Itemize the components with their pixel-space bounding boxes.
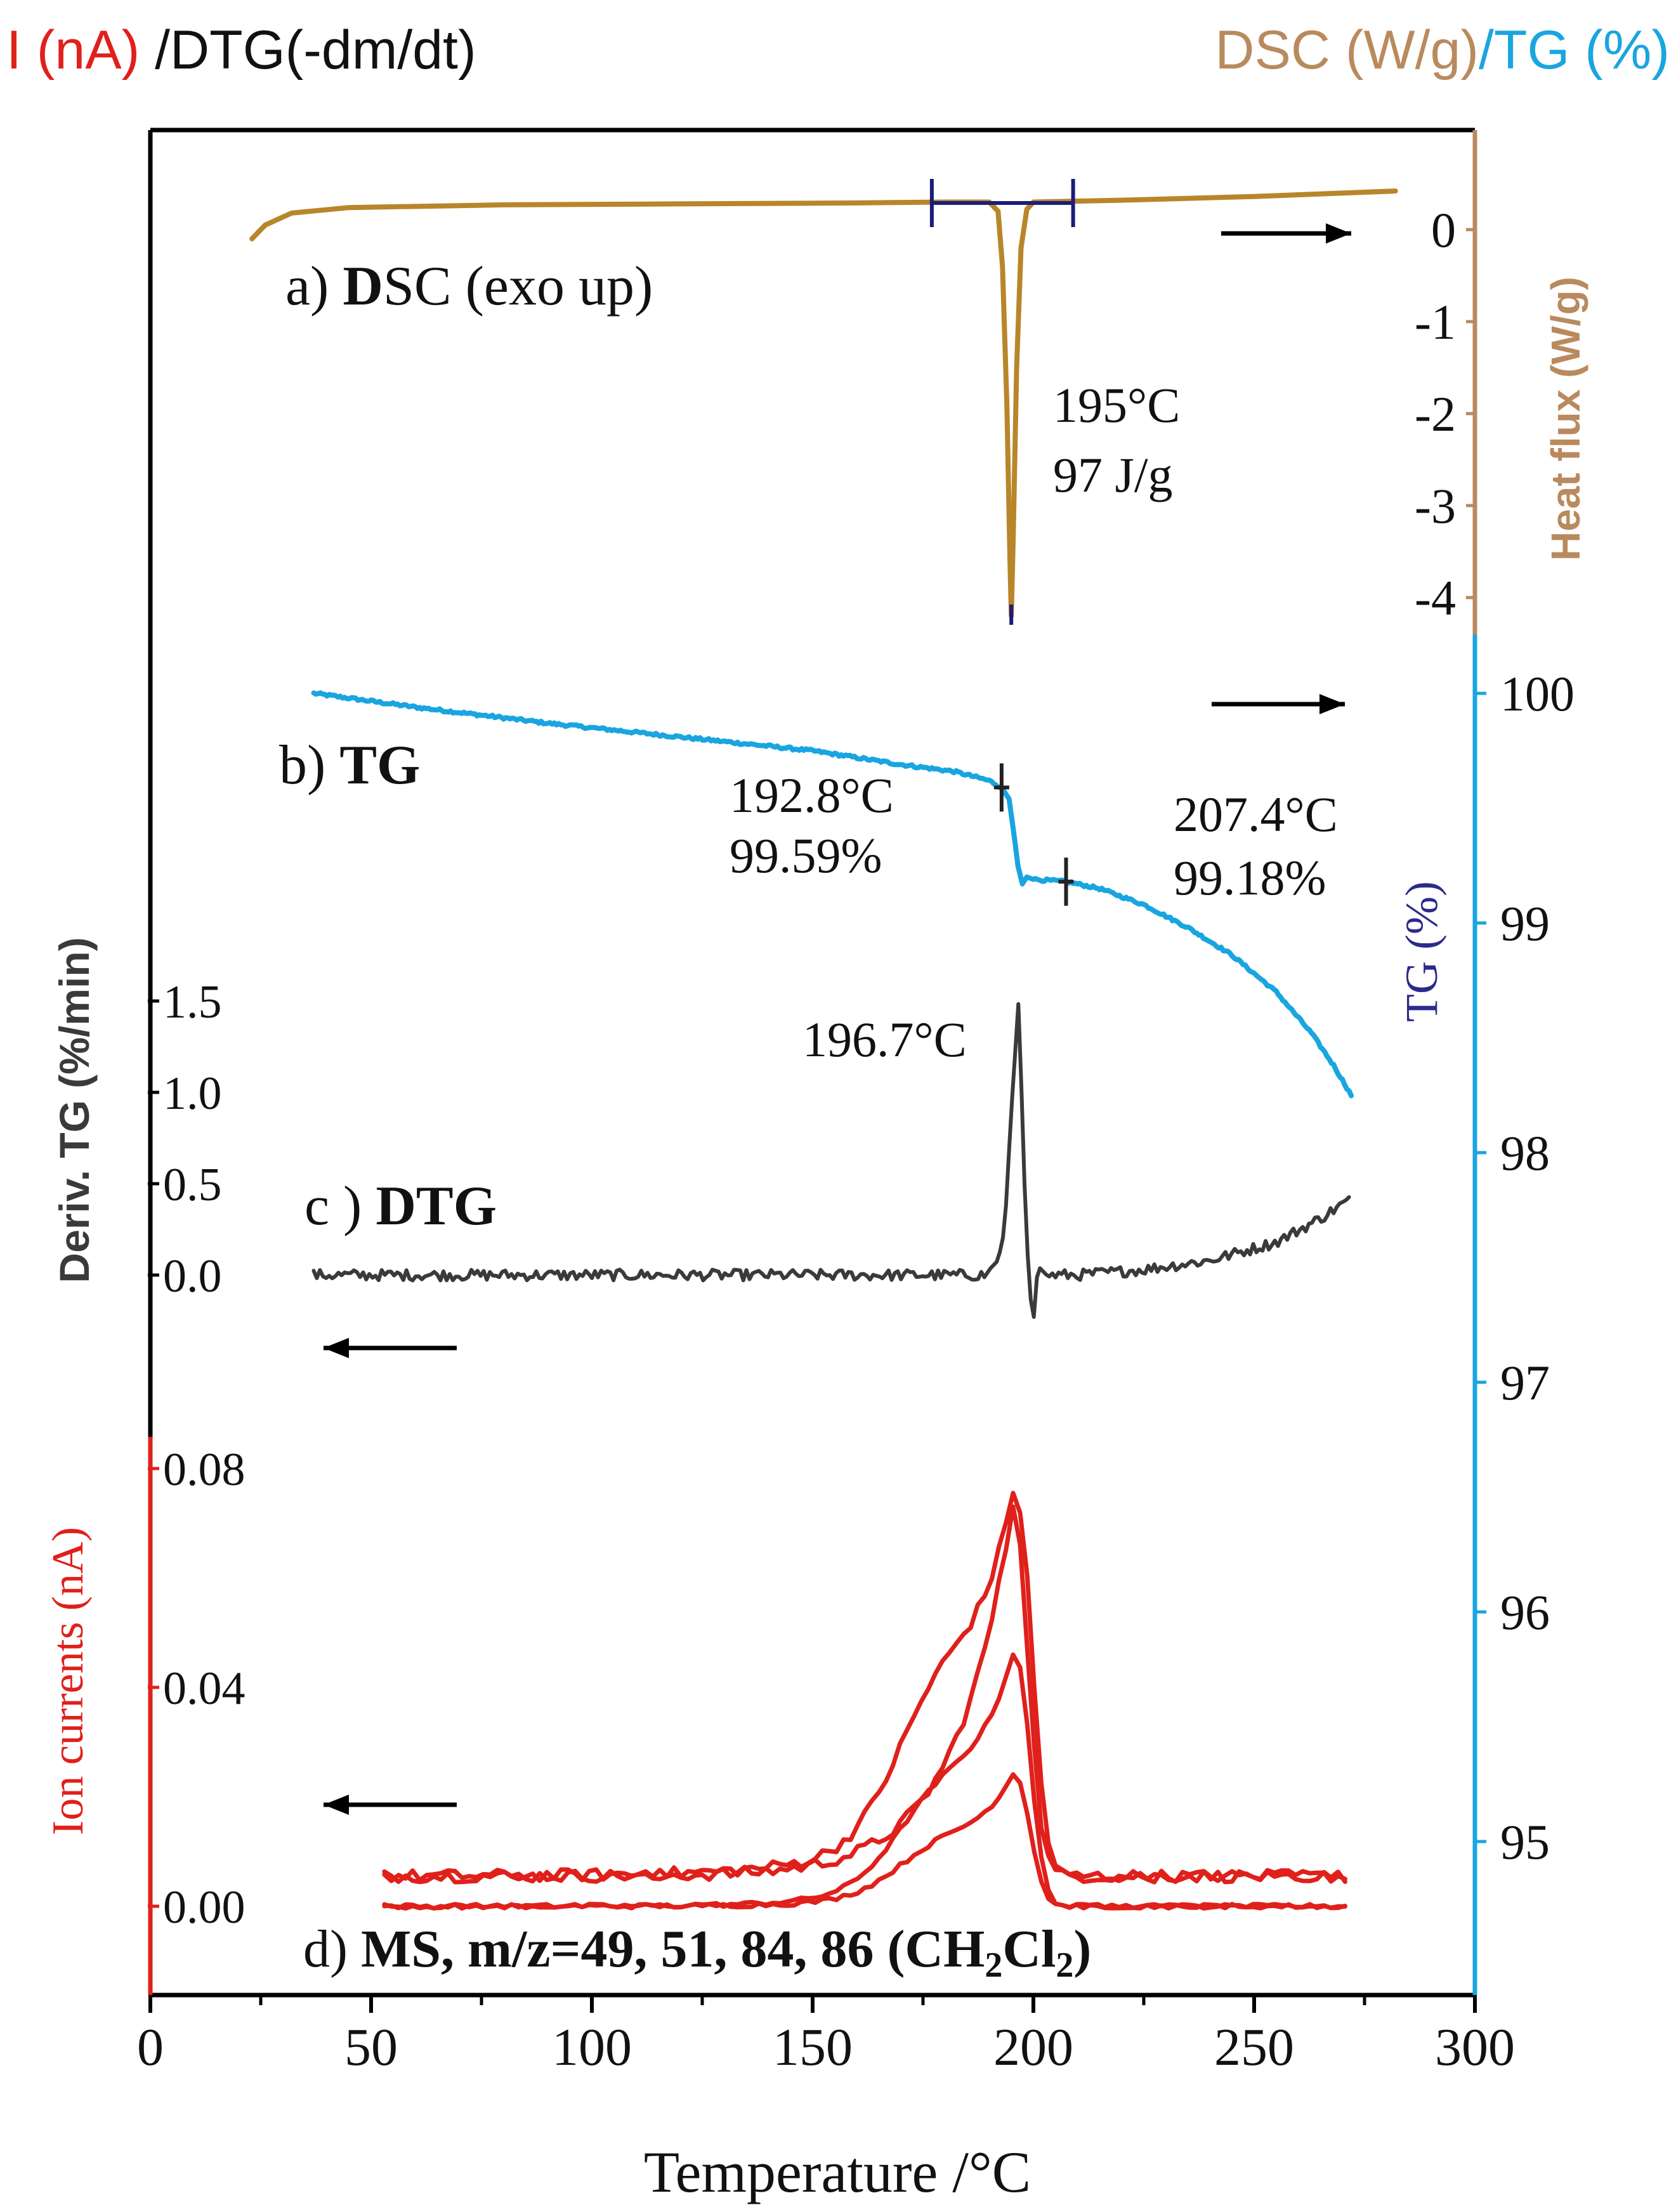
ms-curve-m-z-84: [382, 1652, 1347, 1911]
ms-axis-arrow-head: [324, 1795, 349, 1815]
tg-y-tick-label: 95: [1500, 1814, 1550, 1869]
dtg-y-tick-label: 0.0: [163, 1250, 222, 1302]
x-tick-label: 250: [1214, 2018, 1294, 2077]
ms-curve-m-z-49: [382, 1504, 1347, 1885]
header-right: DSC (W/g)/TG (%): [1215, 20, 1670, 81]
ms-y-tick-label: 0.08: [163, 1444, 246, 1496]
series-layer: [249, 178, 1398, 1911]
tg-axis-arrow-head: [1319, 694, 1345, 714]
tg-label-prefix: b): [279, 735, 339, 796]
dtg-y-tick-label: 1.5: [163, 976, 222, 1028]
dsc-panel-label: a) DSC (exo up): [285, 256, 653, 317]
ms-curve-m-z-86: [382, 1772, 1347, 1911]
tg-end-mass: 99.18%: [1174, 850, 1326, 905]
ion-currents-axis-title: Ion currents (nA): [44, 1527, 93, 1835]
dtg-y-tick-label: 1.0: [163, 1068, 222, 1120]
dsc-label-prefix: a): [285, 256, 343, 317]
x-tick-label: 200: [993, 2018, 1073, 2077]
dsc-label-bold: D: [343, 256, 383, 317]
tg-y-tick-label: 98: [1500, 1125, 1550, 1181]
dtg-peak-temp: 196.7°C: [802, 1012, 967, 1067]
heat-flux-axis-title: Heat flux (W/g): [1543, 277, 1588, 561]
dsc-enthalpy: 97 J/g: [1053, 447, 1173, 502]
x-tick-label: 50: [344, 2018, 398, 2077]
ms-y-tick-label: 0.00: [163, 1882, 246, 1934]
tg-end-temp: 207.4°C: [1174, 787, 1338, 842]
dsc-y-tick-label: -4: [1415, 570, 1456, 625]
dtg-label-bold: DTG: [376, 1175, 497, 1237]
x-tick-label: 0: [137, 2018, 164, 2077]
header-right-dsc: DSC (W/g): [1215, 20, 1479, 81]
header-left: I (nA) /DTG(-dm/dt): [6, 20, 476, 81]
dsc-y-tick-label: -2: [1415, 386, 1456, 442]
x-tick-label: 150: [773, 2018, 853, 2077]
tg-onset-mass: 99.59%: [730, 828, 882, 883]
dsc-label-rest: SC (exo up): [383, 256, 653, 317]
axes: 0 50 100 150 200 250 300 0 -1 -2 -3 -4 100 99 98 97 96 95…: [137, 202, 1575, 2077]
header-left-dtg: /DTG(-dm/dt): [140, 20, 476, 81]
dsc-axis-arrow-head: [1326, 223, 1351, 244]
dtg-axis-arrow-head: [324, 1338, 349, 1358]
dtg-panel-label: c ) DTG: [304, 1175, 497, 1237]
tg-panel-label: b) TG: [279, 735, 420, 796]
ms-label-mid: Cl: [1002, 1920, 1056, 1979]
dsc-y-tick-label: -1: [1415, 294, 1456, 350]
ms-label-sub1: 2: [985, 1946, 1002, 1985]
tg-y-tick-label: 97: [1500, 1355, 1550, 1410]
ms-panel-label: d) MS, m/z=49, 51, 84, 86 (CH2Cl2): [303, 1920, 1091, 1985]
dsc-y-tick-label: 0: [1431, 202, 1456, 258]
x-axis-title: Temperature /°C: [644, 2140, 1031, 2204]
ms-label-close: ): [1073, 1920, 1091, 1979]
dsc-y-tick-label: -3: [1415, 478, 1456, 533]
ms-label-main: MS, m/z=49, 51, 84, 86 (CH: [361, 1920, 985, 1979]
dsc-peak-temp: 195°C: [1053, 377, 1180, 433]
dsc-curve: [249, 188, 1398, 618]
ms-y-tick-label: 0.04: [163, 1663, 246, 1715]
header-right-slash: /: [1479, 20, 1494, 81]
x-tick-label: 100: [552, 2018, 632, 2077]
tg-y-tick-label: 99: [1500, 896, 1550, 951]
ms-label-prefix: d): [303, 1920, 361, 1979]
dtg-label-prefix: c ): [304, 1175, 376, 1237]
header-right-tg: TG (%): [1494, 20, 1670, 81]
x-tick-label: 300: [1435, 2018, 1515, 2077]
dtg-y-tick-label: 0.5: [163, 1159, 222, 1211]
ms-curve-m-z-51: [382, 1491, 1347, 1885]
tg-curve: [311, 690, 1354, 1099]
deriv-tg-axis-title: Deriv. TG (%/min): [51, 937, 98, 1283]
tg-label-bold: TG: [339, 735, 420, 796]
tg-y-tick-label: 100: [1500, 666, 1575, 721]
dtg-curve: [311, 1002, 1351, 1319]
header-left-ion: I (nA): [6, 20, 140, 81]
tg-y-tick-label: 96: [1500, 1585, 1550, 1640]
tg-axis-title: TG (%): [1396, 881, 1447, 1022]
ms-label-sub2: 2: [1056, 1946, 1073, 1985]
tg-onset-temp: 192.8°C: [730, 768, 894, 823]
